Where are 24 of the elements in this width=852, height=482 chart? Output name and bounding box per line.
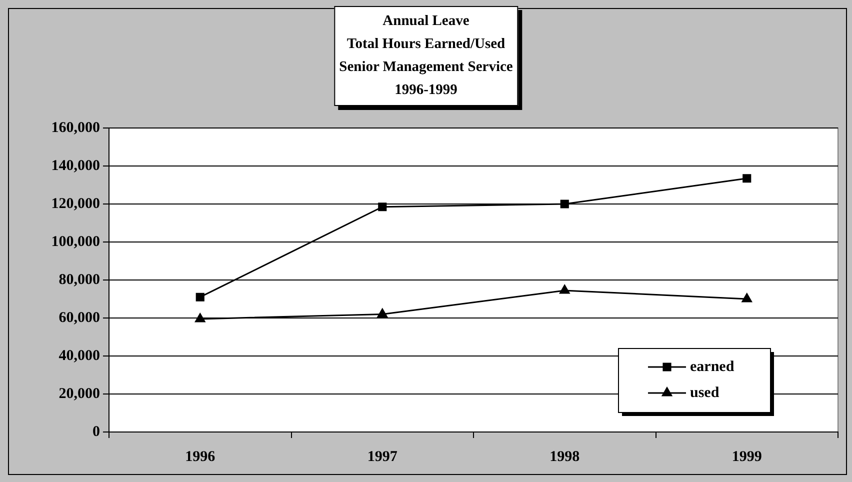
y-tick-label: 40,000 [58, 348, 100, 364]
x-tick-label: 1997 [367, 448, 398, 465]
point [196, 292, 204, 302]
point [377, 308, 388, 318]
y-tick-label: 20,000 [58, 386, 100, 402]
chart-title: Annual Leave Total Hours Earned/Used Senior Management Service 1996-1999 [334, 6, 518, 106]
y-tick-label: 120,000 [51, 196, 100, 212]
y-tick-label: 140,000 [51, 158, 100, 174]
y-tick-label: 100,000 [51, 234, 100, 250]
point [560, 200, 569, 208]
x-tick-label: 1996 [185, 448, 216, 465]
y-tick-label: 60,000 [58, 310, 100, 326]
legend-label: earned [690, 358, 735, 375]
legend-label: used [690, 384, 720, 401]
point [195, 313, 206, 322]
y-tick-label: 80,000 [58, 272, 100, 288]
x-tick-label: 1998 [550, 448, 580, 465]
y-tick-label: 0 [92, 424, 100, 440]
point [742, 174, 752, 183]
x-tick-label: 1999 [732, 448, 762, 465]
point [560, 284, 570, 294]
point [378, 202, 387, 212]
y-tick-label: 160,000 [51, 120, 100, 136]
point [742, 293, 752, 302]
